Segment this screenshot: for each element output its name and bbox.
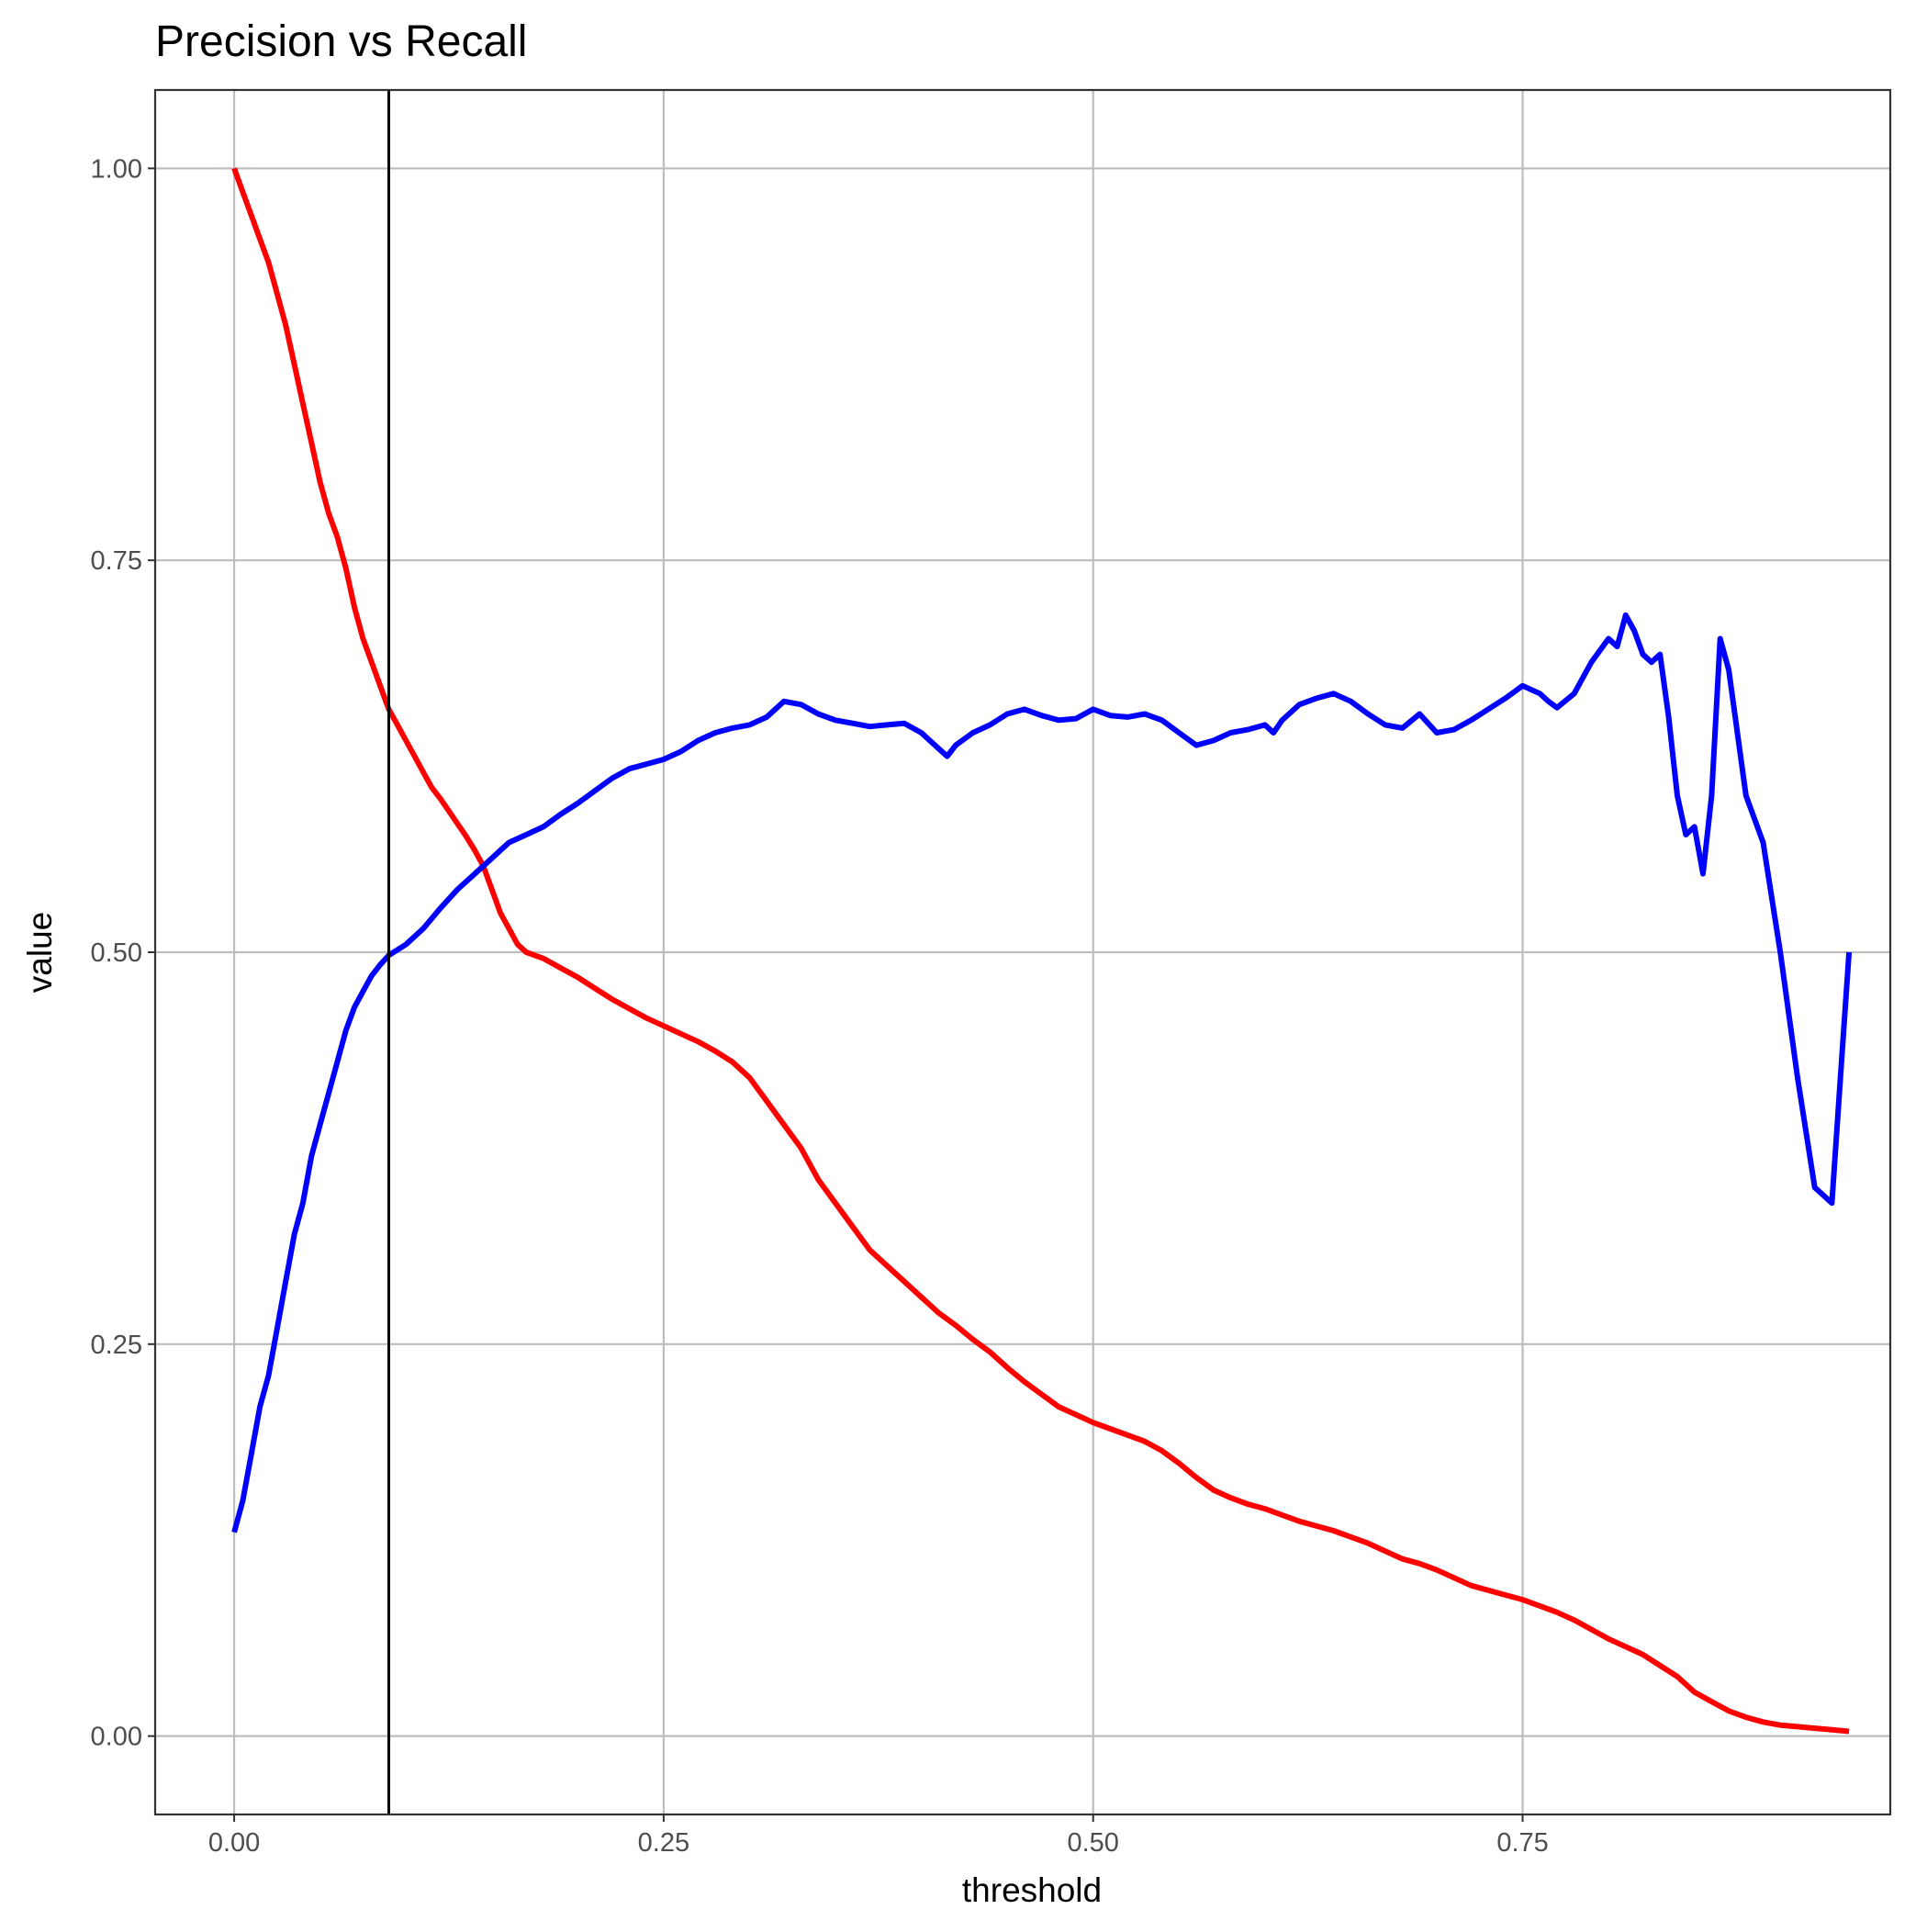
- y-tick-label-0: 0.00: [91, 1723, 142, 1752]
- x-tick-label-3: 0.75: [1496, 1828, 1548, 1858]
- y-tick-label-2: 0.50: [91, 938, 142, 968]
- y-tick-label-4: 1.00: [91, 154, 142, 184]
- x-tick-label-2: 0.50: [1067, 1828, 1118, 1858]
- x-tick-label-0: 0.00: [208, 1828, 260, 1858]
- chart-title: Precision vs Recall: [155, 17, 527, 66]
- y-axis-title: value: [21, 912, 59, 993]
- y-tick-label-1: 0.25: [91, 1331, 142, 1360]
- series-line-1: [231, 612, 1853, 1533]
- y-tick-label-3: 0.75: [91, 546, 142, 576]
- series-layer: [231, 167, 1853, 1735]
- series-line-0: [231, 167, 1850, 1735]
- axis-layer: 0.00 0.25 0.50 0.75 0.00 0.25 0.50 0.75 1.00: [91, 154, 1549, 1858]
- x-tick-label-1: 0.25: [638, 1828, 689, 1858]
- x-axis-title: threshold: [962, 1871, 1102, 1909]
- grid-layer: [155, 90, 1890, 1814]
